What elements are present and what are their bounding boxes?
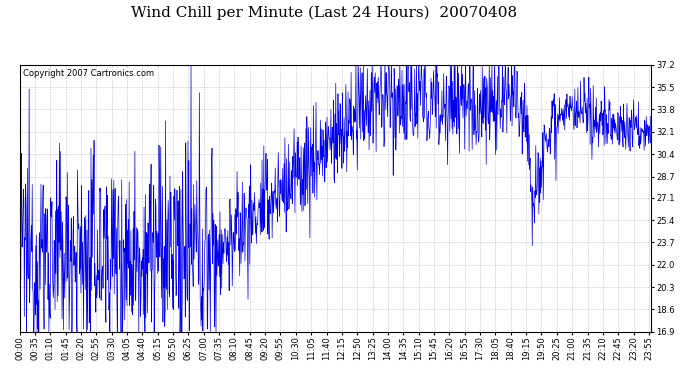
- Text: Copyright 2007 Cartronics.com: Copyright 2007 Cartronics.com: [23, 69, 154, 78]
- Text: Wind Chill per Minute (Last 24 Hours)  20070408: Wind Chill per Minute (Last 24 Hours) 20…: [131, 6, 518, 20]
